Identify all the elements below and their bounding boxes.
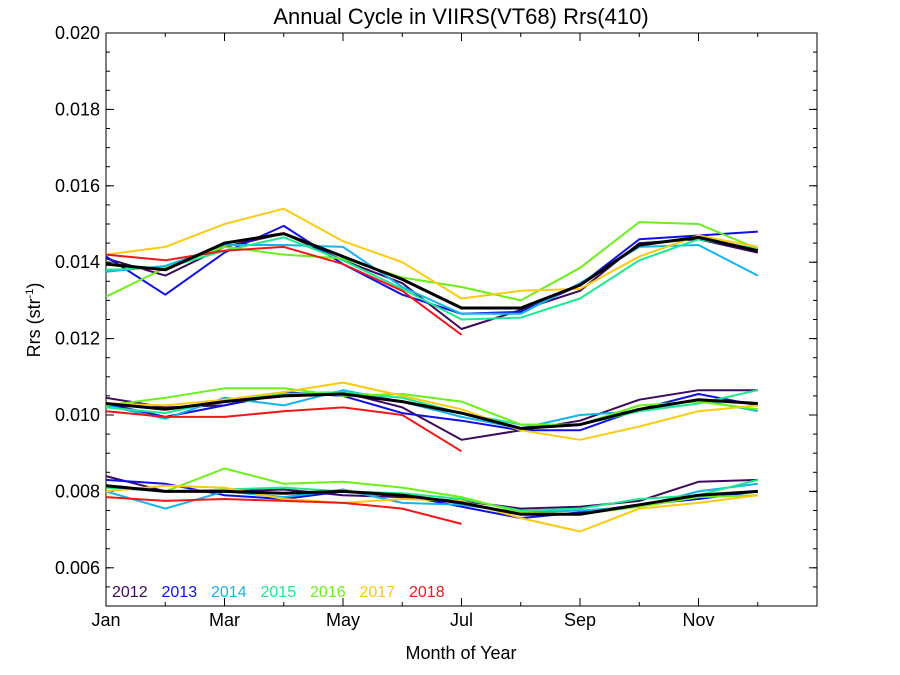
x-axis-label: Month of Year — [405, 643, 516, 663]
series-line-mean — [105, 232, 759, 310]
x-tick-label: Jul — [450, 610, 473, 630]
series-line-2017 — [105, 207, 758, 300]
y-axis-label-sup: -1 — [24, 289, 36, 299]
y-tick-label: 0.006 — [55, 558, 100, 578]
legend-label-2017: 2017 — [360, 584, 396, 601]
x-tick-label: Sep — [564, 610, 596, 630]
legend-label-2014: 2014 — [211, 584, 247, 601]
y-tick-label: 0.016 — [55, 176, 100, 196]
x-tick-label: Jan — [91, 610, 120, 630]
legend-label-2018: 2018 — [409, 584, 445, 601]
x-tick-label: Nov — [682, 610, 714, 630]
series-line-2012 — [105, 389, 758, 441]
y-axis-label-close: ) — [24, 283, 44, 289]
y-tick-label: 0.018 — [55, 99, 100, 119]
series-line-2018 — [105, 496, 462, 525]
series-line-2016 — [105, 387, 758, 426]
series-line-2016 — [105, 221, 759, 302]
series-line-mean — [105, 484, 758, 516]
series-line-2015 — [105, 236, 758, 321]
series-line-2018 — [105, 245, 463, 336]
legend-label-2013: 2013 — [162, 584, 198, 601]
y-tick-label: 0.014 — [55, 252, 100, 272]
y-tick-label: 0.012 — [55, 329, 100, 349]
series-lines — [105, 207, 759, 533]
legend-label-2012: 2012 — [112, 584, 148, 601]
series-line-mean — [105, 392, 758, 430]
y-tick-label: 0.008 — [55, 481, 100, 501]
y-tick-label: 0.010 — [55, 405, 100, 425]
y-axis-label: Rrs (str-1) — [24, 283, 44, 358]
series-line-2018 — [105, 406, 463, 453]
x-tick-label: Mar — [209, 610, 240, 630]
y-tick-label: 0.020 — [55, 23, 100, 43]
legend: 2012 2013 2014 2015 2016 2017 2018 — [112, 584, 445, 601]
series-line-2017 — [105, 381, 758, 441]
legend-label-2016: 2016 — [310, 584, 346, 601]
y-axis-label-main: Rrs (str — [24, 298, 44, 357]
x-tick-label: May — [326, 610, 360, 630]
series-line-2016 — [105, 467, 758, 516]
series-line-2015 — [105, 478, 759, 512]
axis-ticks: 0.006 0.008 0.010 0.012 0.014 0.016 0.018 0.020… — [55, 23, 818, 630]
legend-label-2015: 2015 — [261, 584, 297, 601]
chart-title: Annual Cycle in VIIRS(VT68) Rrs(410) — [273, 4, 648, 29]
